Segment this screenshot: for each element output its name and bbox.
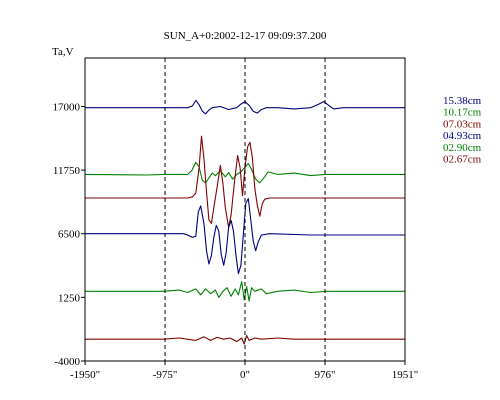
x-tick-label-4: 1951": [392, 369, 419, 381]
tick-layer: 17000 11750 6500 1250 -4000-1950" -975" 0" 976"…: [53, 101, 419, 381]
y-tick-label-3: 1250: [58, 292, 81, 304]
y-tick-label-4: -4000: [54, 356, 80, 368]
series-line-0: [85, 99, 405, 115]
series-line-3: [85, 198, 405, 275]
chart-title: SUN_A+0:2002-12-17 09:09:37.200: [163, 30, 327, 42]
x-tick-label-3: 976": [315, 369, 336, 381]
series-line-5: [85, 334, 405, 345]
legend-entry-2: 07.03cm: [443, 118, 482, 130]
vertical-marker-layer: [164, 58, 326, 361]
x-tick-label-0: -1950": [70, 369, 100, 381]
legend-entry-1: 10.17cm: [443, 107, 482, 119]
legend-entry-3: 04.93cm: [443, 130, 482, 142]
y-tick-label-2: 6500: [58, 229, 81, 241]
legend: 15.38cm10.17cm07.03cm04.93cm02.90cm02.67…: [443, 95, 482, 166]
y-tick-label-0: 17000: [53, 101, 81, 113]
y-axis-label: Ta,V: [52, 46, 74, 58]
x-tick-label-2: 0": [240, 369, 250, 381]
series-line-2: [85, 135, 405, 228]
series-line-1: [85, 161, 405, 184]
series-line-4: [85, 281, 405, 302]
legend-entry-0: 15.38cm: [443, 95, 482, 107]
series-layer: [85, 99, 405, 345]
legend-entry-5: 02.67cm: [443, 154, 482, 166]
legend-entry-4: 02.90cm: [443, 142, 482, 154]
y-tick-label-1: 11750: [53, 165, 81, 177]
x-tick-label-1: -975": [153, 369, 178, 381]
